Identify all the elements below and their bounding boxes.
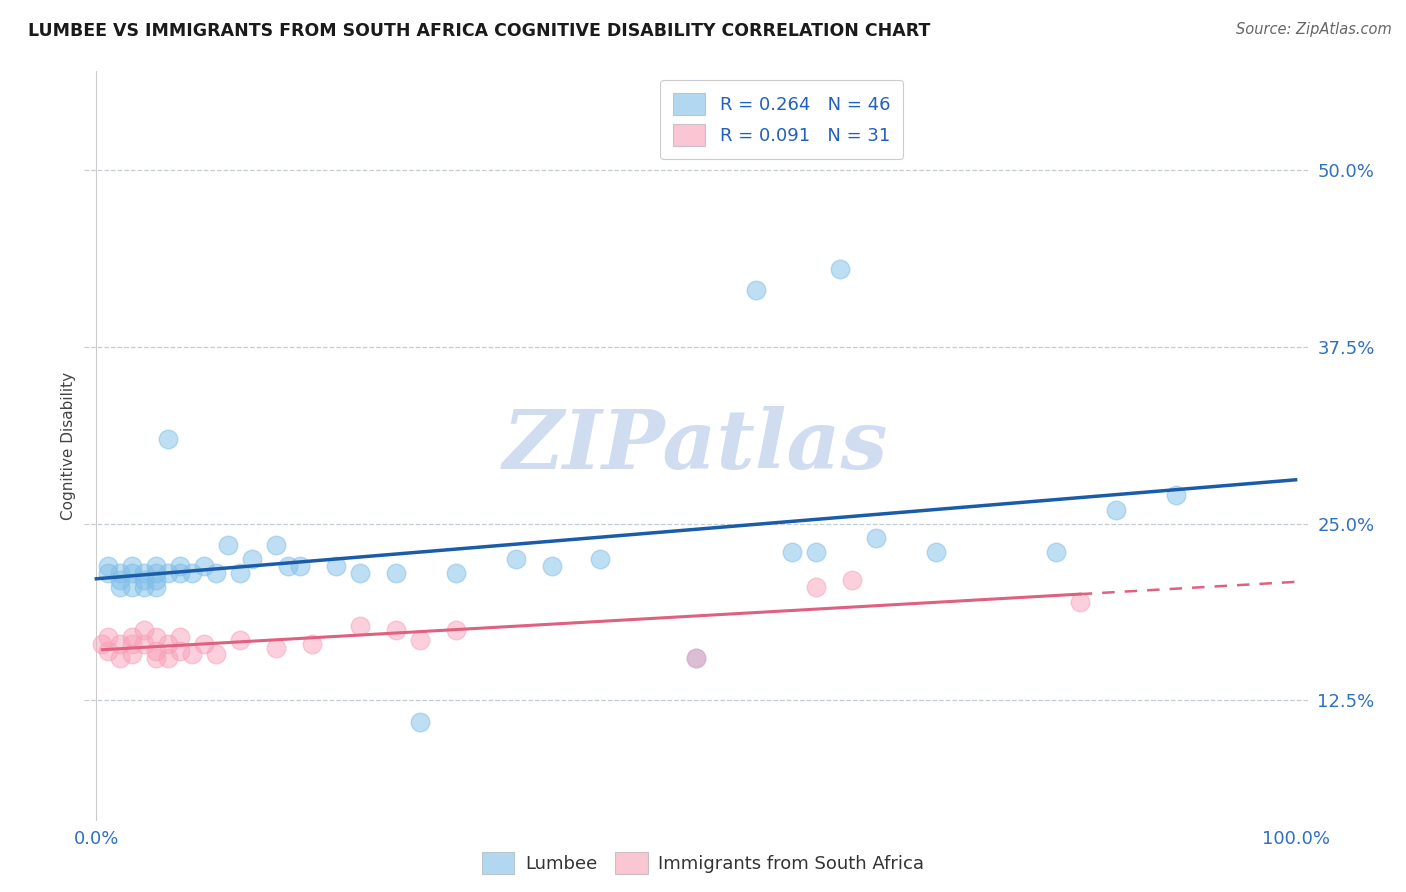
Point — [145, 559, 167, 574]
Point — [205, 647, 228, 661]
Point — [181, 647, 204, 661]
Point — [193, 559, 215, 574]
Point — [1105, 502, 1128, 516]
Point — [385, 623, 408, 637]
Point — [804, 545, 827, 559]
Point — [134, 566, 156, 581]
Y-axis label: Cognitive Disability: Cognitive Disability — [60, 372, 76, 520]
Point — [157, 566, 180, 581]
Point — [277, 559, 299, 574]
Point — [157, 432, 180, 446]
Point — [229, 632, 252, 647]
Point — [145, 566, 167, 581]
Point — [505, 552, 527, 566]
Point — [121, 647, 143, 661]
Point — [685, 651, 707, 665]
Point — [1069, 594, 1091, 608]
Point — [541, 559, 564, 574]
Point — [134, 580, 156, 594]
Point — [134, 637, 156, 651]
Point — [804, 580, 827, 594]
Point — [91, 637, 114, 651]
Point — [925, 545, 948, 559]
Point — [97, 559, 120, 574]
Text: Source: ZipAtlas.com: Source: ZipAtlas.com — [1236, 22, 1392, 37]
Point — [780, 545, 803, 559]
Point — [169, 630, 191, 644]
Point — [205, 566, 228, 581]
Point — [841, 574, 863, 588]
Point — [290, 559, 312, 574]
Point — [145, 651, 167, 665]
Point — [828, 262, 851, 277]
Point — [240, 552, 263, 566]
Text: ZIPatlas: ZIPatlas — [503, 406, 889, 486]
Point — [589, 552, 612, 566]
Point — [385, 566, 408, 581]
Point — [157, 637, 180, 651]
Point — [349, 566, 371, 581]
Legend: Lumbee, Immigrants from South Africa: Lumbee, Immigrants from South Africa — [472, 843, 934, 883]
Point — [97, 644, 120, 658]
Point — [745, 284, 768, 298]
Point — [121, 630, 143, 644]
Point — [110, 637, 132, 651]
Point — [121, 637, 143, 651]
Point — [193, 637, 215, 651]
Point — [121, 566, 143, 581]
Point — [145, 580, 167, 594]
Point — [444, 623, 467, 637]
Point — [169, 559, 191, 574]
Point — [1045, 545, 1067, 559]
Point — [110, 574, 132, 588]
Point — [181, 566, 204, 581]
Point — [444, 566, 467, 581]
Point — [110, 651, 132, 665]
Point — [121, 580, 143, 594]
Point — [349, 618, 371, 632]
Point — [169, 644, 191, 658]
Point — [264, 641, 287, 656]
Point — [217, 538, 239, 552]
Point — [97, 566, 120, 581]
Point — [145, 630, 167, 644]
Point — [145, 644, 167, 658]
Point — [110, 580, 132, 594]
Point — [865, 531, 887, 545]
Point — [685, 651, 707, 665]
Point — [157, 651, 180, 665]
Point — [229, 566, 252, 581]
Point — [97, 630, 120, 644]
Point — [145, 574, 167, 588]
Point — [134, 623, 156, 637]
Point — [1164, 488, 1187, 502]
Point — [325, 559, 347, 574]
Point — [264, 538, 287, 552]
Point — [110, 566, 132, 581]
Point — [134, 574, 156, 588]
Point — [301, 637, 323, 651]
Point — [409, 632, 432, 647]
Point — [169, 566, 191, 581]
Point — [121, 559, 143, 574]
Text: LUMBEE VS IMMIGRANTS FROM SOUTH AFRICA COGNITIVE DISABILITY CORRELATION CHART: LUMBEE VS IMMIGRANTS FROM SOUTH AFRICA C… — [28, 22, 931, 40]
Point — [409, 714, 432, 729]
Legend: R = 0.264   N = 46, R = 0.091   N = 31: R = 0.264 N = 46, R = 0.091 N = 31 — [661, 80, 903, 159]
